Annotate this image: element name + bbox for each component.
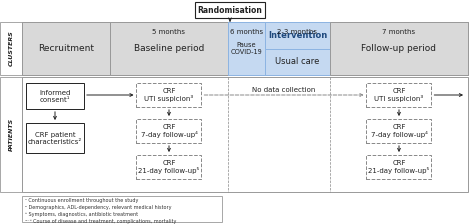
- Bar: [137, 119, 201, 143]
- Text: PATIENTS: PATIENTS: [9, 118, 13, 151]
- Bar: [330, 22, 468, 75]
- Bar: [26, 83, 84, 109]
- Bar: [0, 22, 22, 75]
- Bar: [22, 77, 468, 192]
- Text: Usual care: Usual care: [275, 57, 319, 66]
- Bar: [110, 22, 228, 75]
- Bar: [265, 49, 330, 75]
- Text: Pause
COVID-19: Pause COVID-19: [231, 42, 263, 55]
- Text: CRF
21-day follow-up⁵: CRF 21-day follow-up⁵: [368, 160, 429, 174]
- Text: CRF
UTI suspicion³: CRF UTI suspicion³: [374, 88, 424, 102]
- Bar: [195, 2, 265, 18]
- Text: Intervention: Intervention: [268, 31, 327, 40]
- Bar: [0, 77, 22, 192]
- Text: ¹ Continuous enrollment throughout the study
² Demographics, ADL-dependency, rel: ¹ Continuous enrollment throughout the s…: [25, 198, 176, 224]
- Text: Baseline period: Baseline period: [134, 44, 204, 53]
- Bar: [265, 22, 330, 49]
- Text: Informed
consent¹: Informed consent¹: [39, 90, 71, 103]
- Bar: [22, 22, 110, 75]
- Bar: [366, 155, 431, 179]
- Text: Recruitment: Recruitment: [38, 44, 94, 53]
- Text: CLUSTERS: CLUSTERS: [9, 31, 13, 66]
- Text: CRF
UTI suspicion³: CRF UTI suspicion³: [145, 88, 193, 102]
- Text: Follow-up period: Follow-up period: [362, 44, 437, 53]
- Bar: [22, 22, 468, 75]
- Text: 6 months: 6 months: [230, 29, 263, 35]
- Text: CRF
21-day follow-up⁵: CRF 21-day follow-up⁵: [138, 160, 200, 174]
- Text: 5 months: 5 months: [153, 29, 185, 35]
- Text: No data collection: No data collection: [252, 87, 316, 93]
- Bar: [137, 83, 201, 107]
- Text: Randomisation: Randomisation: [198, 6, 263, 15]
- Bar: [366, 83, 431, 107]
- Text: CRF
7-day follow-up⁴: CRF 7-day follow-up⁴: [371, 124, 428, 138]
- Bar: [26, 123, 84, 153]
- Text: CRF patient
characteristics²: CRF patient characteristics²: [28, 131, 82, 144]
- Text: 7 months: 7 months: [383, 29, 416, 35]
- Text: 2-3 months: 2-3 months: [277, 29, 318, 35]
- Text: CRF
7-day follow-up⁴: CRF 7-day follow-up⁴: [141, 124, 198, 138]
- Bar: [22, 196, 222, 222]
- Bar: [366, 119, 431, 143]
- Bar: [137, 155, 201, 179]
- Bar: [228, 22, 265, 75]
